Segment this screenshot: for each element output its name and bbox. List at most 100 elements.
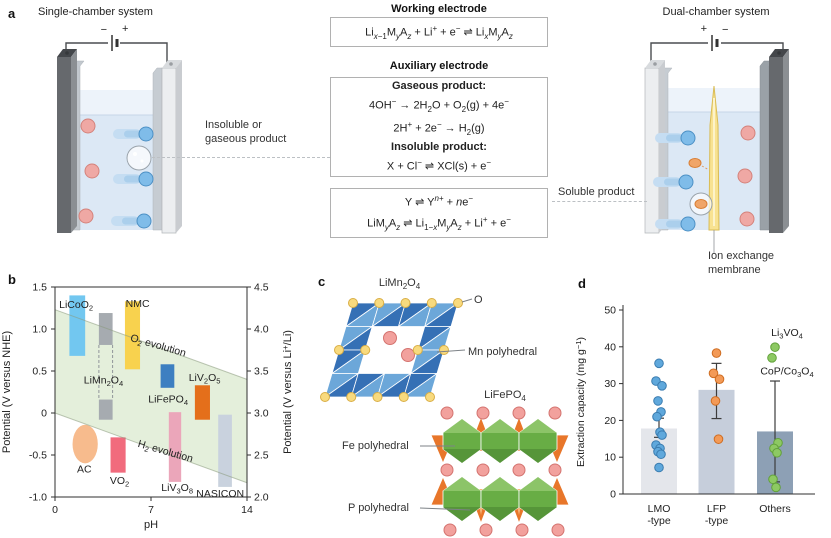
- single-chamber-title: Single-chamber system: [38, 6, 153, 18]
- terminal-bolt: [169, 62, 173, 66]
- tick-label: -1.0: [29, 492, 47, 504]
- y-axis-title-right: Potential (V versus Li+/Li): [281, 330, 294, 454]
- fe-polyhedral-label: Fe polyhedral: [342, 440, 409, 452]
- lithium-ion-moving: [113, 126, 154, 142]
- panel-d-label: d: [578, 276, 586, 291]
- lithium-ion-moving: [111, 213, 152, 229]
- reaction-equation: LiMyAz ⇌ Li1−xMyAz + Li+ + e−: [367, 214, 511, 232]
- data-point: [767, 353, 777, 363]
- annotation-label: Li3VO4: [771, 327, 803, 341]
- li-atom: [440, 463, 454, 477]
- mn-leader-line: [436, 349, 466, 353]
- category-label: LFP: [707, 503, 726, 515]
- evolution-line: [54, 412, 248, 484]
- material-bar: [194, 385, 210, 420]
- material-ellipse: [72, 424, 98, 464]
- tick-label: 1.5: [32, 282, 47, 294]
- cation-pink: [80, 118, 96, 134]
- right-electrode: [759, 49, 789, 233]
- dual-chamber-cell: + −: [644, 23, 789, 254]
- mn-polyhedron: [402, 372, 438, 398]
- o-atom: [360, 345, 371, 355]
- fe-octahedron-facet: [519, 419, 557, 433]
- fe-octahedron-facet: [519, 449, 557, 463]
- category-label: -type: [647, 515, 671, 527]
- working-electrode-title: Working electrode: [391, 3, 487, 15]
- soluble-connector-line: [552, 201, 647, 202]
- o-atom: [334, 345, 344, 355]
- tick-label: 0: [610, 489, 616, 501]
- material-label: LiMn2O4: [84, 374, 123, 388]
- tick-label: 2.0: [254, 492, 269, 504]
- li-atom: [548, 406, 562, 420]
- li-atom: [512, 406, 526, 420]
- p-leader-line: [419, 507, 471, 511]
- tick-label: 0.5: [32, 366, 47, 378]
- data-point: [657, 430, 667, 440]
- capacity-bar: [641, 428, 677, 494]
- reaction-equation: 4OH− → 2H2O + O2(g) + 4e−: [369, 97, 509, 115]
- terminal-bolt: [65, 51, 69, 55]
- auxiliary-electrode-box: Gaseous product: 4OH− → 2H2O + O2(g) + 4e…: [330, 77, 548, 177]
- single-chamber-cell: − +: [57, 23, 182, 234]
- tick-label: 2.5: [254, 450, 269, 462]
- material-bar: [69, 295, 86, 356]
- o-atom: [425, 392, 435, 402]
- material-label: VO2: [110, 475, 129, 489]
- water-stability-window: [55, 309, 247, 483]
- soluble-species-circled: [689, 192, 713, 216]
- tick-label: 14: [241, 504, 253, 516]
- product-heading: Gaseous product:: [391, 80, 487, 93]
- y-axis-title-left: Potential (V versus NHE): [1, 331, 13, 453]
- soluble-product-box: Y ⇌ Yn+ + ne− LiMyAz ⇌ Li1−xMyAz + Li+ + …: [330, 188, 548, 238]
- li-atom: [548, 463, 562, 477]
- material-bar: [160, 364, 175, 388]
- working-electrode-box: Lix−1MyAz + Li+ + e− ⇌ LixMyAz: [330, 17, 548, 47]
- gas-bubble: [126, 145, 152, 171]
- fe-octahedron-facet: [443, 507, 481, 521]
- data-point: [656, 449, 666, 460]
- panel-b-label: b: [8, 272, 16, 287]
- o-atom: [348, 298, 358, 308]
- limn2o4-title: LiMn2O4: [378, 277, 421, 292]
- o-atom: [412, 345, 423, 355]
- membrane-label: Ion exchange membrane: [708, 250, 775, 276]
- fe-octahedron-facet: [481, 507, 519, 521]
- x-axis-title: pH: [144, 519, 158, 531]
- product-heading: Insoluble product:: [391, 141, 487, 154]
- fe-octahedron-facet: [443, 419, 481, 433]
- o-atom: [453, 298, 463, 308]
- o-atom: [320, 392, 330, 402]
- fe-octahedron-facet: [519, 507, 557, 521]
- lifepo4-title: LiFePO4: [484, 389, 526, 404]
- left-electrode: [57, 49, 85, 233]
- fe-octahedron-facet: [519, 477, 557, 491]
- right-electrode: [152, 60, 182, 234]
- lithium-ion-moving: [113, 171, 154, 187]
- cation-pink: [84, 163, 100, 179]
- evolution-line: [54, 309, 248, 380]
- tick-label: -0.5: [29, 450, 47, 462]
- o-atom: [372, 392, 383, 402]
- annotation-label: CoP/Co3O4: [760, 365, 813, 379]
- cation-pink: [78, 208, 94, 224]
- o-atom: [398, 392, 409, 402]
- data-point: [652, 411, 662, 422]
- battery-plus-label: +: [122, 23, 128, 35]
- o-atom: [346, 392, 357, 402]
- category-label: LMO: [648, 503, 671, 515]
- insoluble-callout: Insoluble or gaseous product: [205, 119, 287, 145]
- o-atom: [400, 298, 411, 308]
- o-atom: [374, 298, 385, 308]
- terminal-bolt: [777, 51, 781, 55]
- reaction-equation: X + Cl− ⇌ XCl(s) + e−: [386, 158, 492, 173]
- o-leader-line: [461, 298, 473, 303]
- extraction-capacity-chart: 01020304050LMO-typeLFP-typeOthersLi3VO4C…: [574, 305, 815, 527]
- material-label: NASICON: [196, 488, 244, 500]
- reaction-equation: 2H+ + 2e− → H2(g): [393, 120, 485, 138]
- lithium-ion-moving: [653, 174, 694, 190]
- fe-octahedron-facet: [443, 449, 481, 463]
- li-atom: [476, 406, 490, 420]
- data-point: [657, 381, 667, 391]
